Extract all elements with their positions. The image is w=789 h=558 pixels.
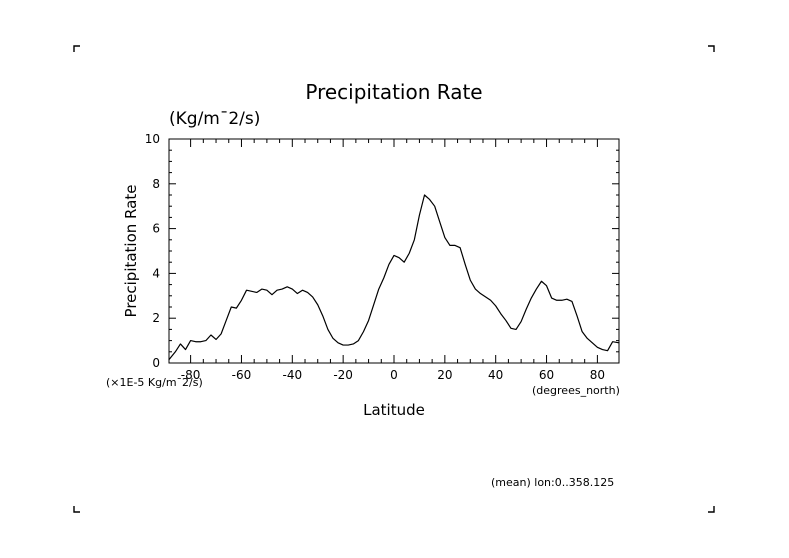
x-tick-label: 80: [590, 368, 605, 382]
x-tick-label: 0: [390, 368, 398, 382]
x-axis-ticks: [190, 139, 598, 363]
chart-subtitle-units: (Kg/m¯2/s): [169, 109, 260, 129]
x-tick-label: -20: [333, 368, 353, 382]
y-tick-label: 6: [152, 222, 160, 236]
bottom-left-crop-mark: [73, 506, 80, 513]
x-tick-label: -80: [181, 368, 201, 382]
x-tick-label: 20: [437, 368, 452, 382]
y-tick-label: 4: [152, 266, 160, 280]
y-axis-tick-labels: 0 2 4 6 8 10: [145, 132, 160, 370]
plot-frame: [168, 138, 620, 364]
y-axis-ticks: [169, 138, 619, 364]
x-tick-label: 60: [539, 368, 554, 382]
y-tick-label: 8: [152, 177, 160, 191]
y-tick-label: 10: [145, 132, 160, 146]
precipitation-series-line: [168, 194, 620, 361]
footer-note: (mean) lon:0..358.125: [491, 476, 614, 489]
top-right-crop-mark: [708, 45, 715, 52]
x-axis-label: Latitude: [363, 401, 425, 419]
page-crop-marks: [73, 45, 715, 513]
y-scale-note: (×1E-5 Kg/m¯2/s): [106, 376, 203, 389]
x-tick-label: -60: [232, 368, 252, 382]
bottom-right-crop-mark: [708, 506, 715, 513]
chart-title: Precipitation Rate: [305, 80, 482, 104]
y-tick-label: 0: [152, 356, 160, 370]
top-left-crop-mark: [73, 45, 80, 52]
x-units-label: (degrees_north): [532, 384, 620, 397]
y-axis-label: Precipitation Rate: [122, 185, 140, 318]
x-tick-label: -40: [283, 368, 303, 382]
y-tick-label: 2: [152, 311, 160, 325]
x-axis-tick-labels: -80 -60 -40 -20 0 20 40 60 80: [181, 368, 605, 382]
series-layer: [168, 194, 620, 361]
x-tick-label: 40: [488, 368, 503, 382]
